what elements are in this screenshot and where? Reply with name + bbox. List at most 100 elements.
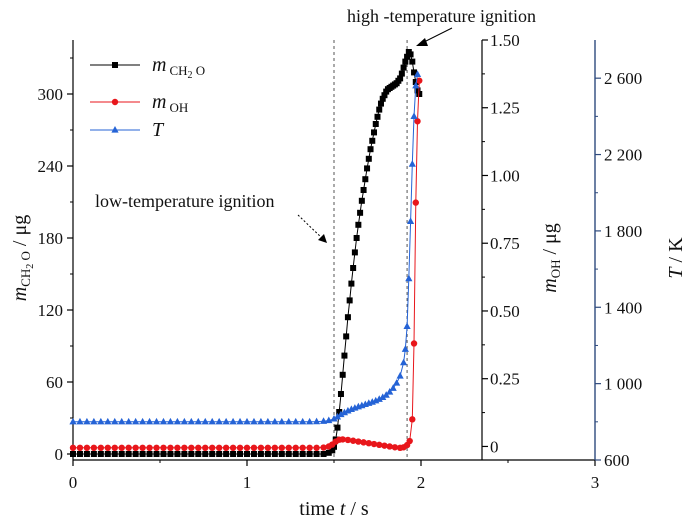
point-T [379, 393, 387, 400]
point-T [180, 417, 188, 425]
point-ch2o [351, 249, 358, 256]
point-ch2o [216, 451, 223, 457]
point-oh [222, 444, 230, 452]
high-temp-annotation: high -temperature ignition [347, 6, 536, 26]
point-oh [349, 437, 357, 444]
point-oh [139, 444, 146, 452]
point-T [166, 417, 175, 425]
point-ch2o [104, 451, 111, 457]
point-T [69, 417, 77, 425]
point-oh [306, 444, 313, 452]
y-left-tick-label: 60 [46, 373, 63, 392]
point-T [104, 417, 112, 425]
point-oh [111, 444, 118, 452]
point-ch2o [195, 451, 202, 457]
y-left-tick-label: 240 [38, 157, 64, 176]
point-ch2o [402, 58, 409, 65]
point-ch2o [348, 280, 355, 287]
point-ch2o [334, 424, 341, 431]
point-oh [285, 444, 292, 452]
point-oh [344, 436, 352, 444]
point-ch2o [369, 137, 376, 144]
point-T [208, 417, 216, 425]
point-T [271, 417, 279, 425]
point-T [401, 345, 409, 352]
point-T [125, 417, 133, 425]
legend-label-sub2: 2 [188, 70, 193, 81]
point-oh [391, 444, 399, 451]
point-ch2o [111, 451, 118, 457]
point-ch2o [404, 53, 411, 60]
point-oh [410, 340, 418, 347]
x-axis-title: time t / s [299, 498, 369, 520]
point-T [250, 417, 258, 425]
legend-label-main: T [152, 119, 165, 141]
series-T [69, 70, 422, 425]
point-ch2o [306, 451, 313, 457]
point-oh [69, 444, 77, 452]
point-oh [409, 416, 416, 423]
point-ch2o [400, 64, 407, 71]
point-ch2o [339, 371, 346, 378]
point-oh [167, 444, 174, 452]
high-temp-arrow-head [416, 38, 428, 46]
y-oh-tick-label: 0.75 [490, 234, 520, 253]
point-ch2o [139, 451, 146, 457]
point-T [333, 412, 342, 420]
point-ch2o [397, 75, 404, 82]
y-oh-tick-label: 0 [490, 437, 499, 456]
legend-label-sub: OH [169, 100, 188, 115]
y-left-title-sub3: O [18, 251, 33, 264]
point-oh [250, 444, 258, 452]
y-T-tick-label: 1 800 [604, 222, 642, 241]
point-oh [360, 439, 367, 446]
y-T-ticks: 600 1 000 1 400 1 800 2 200 2 600 [595, 69, 642, 470]
point-ch2o [365, 155, 372, 162]
legend-label-main: m [152, 54, 166, 76]
point-ch2o [285, 451, 292, 457]
point-ch2o [377, 100, 384, 107]
series [69, 49, 423, 457]
point-ch2o [160, 451, 167, 457]
point-T [406, 217, 415, 224]
point-ch2o [237, 451, 244, 457]
point-T [97, 417, 105, 425]
point-T [412, 81, 420, 89]
point-oh [104, 444, 112, 452]
point-T [375, 395, 383, 402]
point-oh [416, 77, 423, 84]
y-oh-title-unit: / μg [539, 223, 561, 259]
point-ch2o [407, 51, 414, 58]
series-ch2o [70, 49, 423, 457]
y-left-tick-label: 180 [38, 229, 64, 248]
point-T [306, 417, 314, 425]
point-ch2o [381, 92, 388, 99]
point-T [152, 417, 161, 425]
y-oh-ticks: 0 0.25 0.50 0.75 1.00 1.25 1.50 [482, 31, 520, 456]
series-oh [69, 77, 423, 452]
y-T-title-unit: / K [665, 237, 687, 268]
point-oh [365, 440, 372, 447]
y-oh-tick-label: 0.50 [490, 302, 520, 321]
point-T [173, 417, 181, 425]
annotations: low-temperature ignition high -temperatur… [95, 6, 536, 243]
point-ch2o [362, 176, 369, 183]
point-T [257, 417, 265, 425]
x-axis-title-var: t [340, 498, 346, 520]
point-T [83, 417, 91, 425]
point-oh [278, 444, 285, 452]
point-ch2o [202, 451, 209, 457]
point-ch2o [344, 314, 351, 321]
y-left-ticks: 0 60 120 180 240 300 [38, 57, 73, 464]
point-ch2o [146, 451, 153, 457]
point-T [403, 322, 411, 329]
point-ch2o [244, 451, 250, 457]
point-oh [215, 444, 223, 452]
y-oh-axis-title: mOH / μg [539, 223, 563, 293]
point-oh [202, 444, 209, 452]
point-oh [97, 444, 105, 452]
point-oh [271, 444, 279, 452]
point-T [222, 417, 230, 425]
